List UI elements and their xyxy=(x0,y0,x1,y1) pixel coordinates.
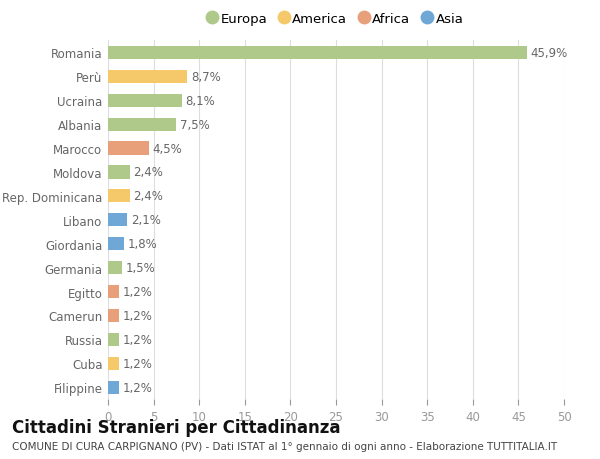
Bar xyxy=(108,214,127,227)
Bar xyxy=(108,238,124,251)
Bar xyxy=(108,71,187,84)
Text: 1,2%: 1,2% xyxy=(122,309,152,322)
Text: 8,1%: 8,1% xyxy=(185,95,215,107)
Text: 45,9%: 45,9% xyxy=(530,47,568,60)
Bar xyxy=(108,309,119,322)
Text: 8,7%: 8,7% xyxy=(191,71,221,84)
Text: 1,2%: 1,2% xyxy=(122,285,152,298)
Bar xyxy=(108,95,182,107)
Text: 1,2%: 1,2% xyxy=(122,357,152,370)
Bar xyxy=(108,333,119,346)
Text: COMUNE DI CURA CARPIGNANO (PV) - Dati ISTAT al 1° gennaio di ogni anno - Elabora: COMUNE DI CURA CARPIGNANO (PV) - Dati IS… xyxy=(12,441,557,451)
Bar xyxy=(108,357,119,370)
Text: 1,8%: 1,8% xyxy=(128,238,158,251)
Bar xyxy=(108,381,119,394)
Bar xyxy=(108,118,176,131)
Text: 1,2%: 1,2% xyxy=(122,381,152,394)
Bar xyxy=(108,47,527,60)
Bar xyxy=(108,142,149,155)
Text: 7,5%: 7,5% xyxy=(180,118,210,131)
Legend: Europa, America, Africa, Asia: Europa, America, Africa, Asia xyxy=(203,8,469,31)
Text: 1,5%: 1,5% xyxy=(125,262,155,274)
Bar xyxy=(108,166,130,179)
Text: 1,2%: 1,2% xyxy=(122,333,152,346)
Text: 4,5%: 4,5% xyxy=(152,142,182,155)
Bar xyxy=(108,262,122,274)
Bar xyxy=(108,285,119,298)
Text: 2,4%: 2,4% xyxy=(134,166,163,179)
Text: Cittadini Stranieri per Cittadinanza: Cittadini Stranieri per Cittadinanza xyxy=(12,418,341,436)
Text: 2,4%: 2,4% xyxy=(134,190,163,203)
Bar xyxy=(108,190,130,203)
Text: 2,1%: 2,1% xyxy=(131,214,161,227)
